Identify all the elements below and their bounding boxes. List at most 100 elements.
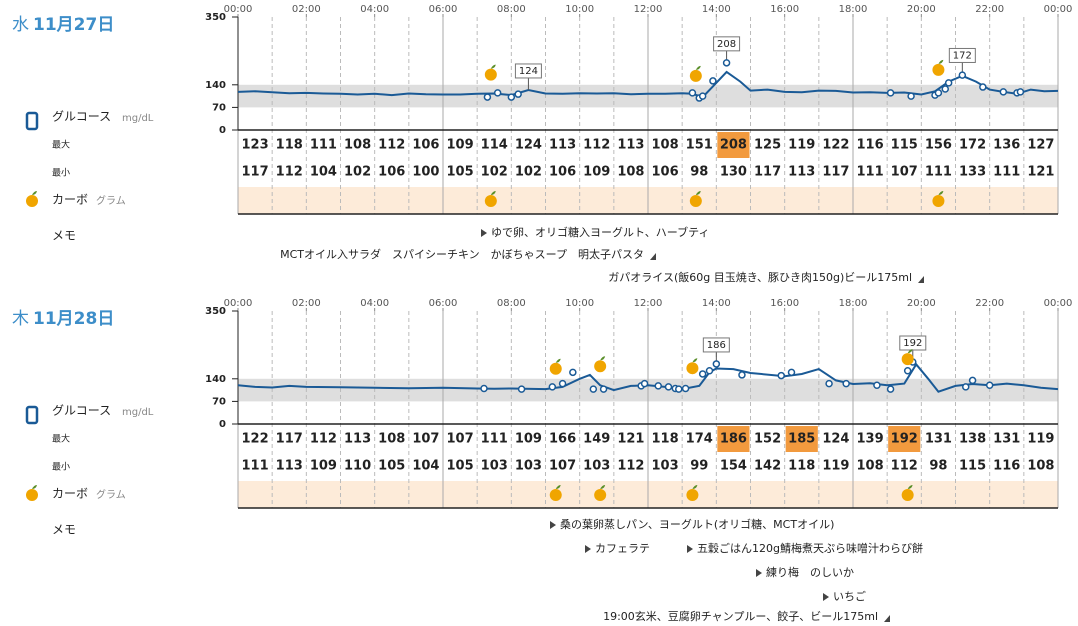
- table-cell: 108: [378, 432, 405, 447]
- scan-point: [705, 366, 714, 375]
- apple-body: [932, 63, 945, 76]
- scan-point: [1016, 88, 1025, 96]
- glucose-unit: mg/dL: [122, 113, 154, 124]
- carb-icon: [594, 485, 607, 501]
- table-cell: 122: [242, 432, 269, 447]
- scan-point: [654, 382, 662, 390]
- table-cell: 112: [583, 138, 610, 153]
- table-cell: 99: [690, 459, 708, 474]
- scan-point: [712, 360, 721, 368]
- scan-point: [698, 92, 707, 100]
- annotation-label: 172: [953, 50, 972, 61]
- scan-point: [777, 371, 785, 380]
- carbs-label: カーボ: [52, 487, 88, 501]
- table-cell: 106: [412, 138, 439, 153]
- table-cell: 185: [788, 432, 815, 447]
- scan-point: [599, 385, 608, 393]
- annotation-label: 124: [519, 66, 538, 77]
- apple-body: [686, 489, 699, 501]
- table-cell: 127: [1027, 138, 1054, 153]
- table-cell: 103: [583, 459, 610, 474]
- scan-point: [493, 89, 502, 97]
- table-cell: 130: [720, 165, 747, 180]
- table-cell: 105: [447, 165, 474, 180]
- scan-point: [985, 381, 994, 390]
- table-cell: 106: [378, 165, 405, 180]
- table-cell: 112: [276, 165, 303, 180]
- annotation-box: [514, 63, 542, 79]
- memo-arrow: [585, 545, 591, 553]
- memo-arrow: [481, 229, 487, 237]
- x-tick-label: 20:00: [907, 4, 936, 15]
- table-cell: 108: [617, 165, 644, 180]
- apple-body: [901, 489, 914, 501]
- carb-icon: [901, 485, 914, 501]
- apple-leaf: [695, 191, 701, 195]
- memo-label: メモ: [52, 523, 76, 537]
- scan-point: [873, 381, 881, 390]
- table-cell: 113: [344, 432, 371, 447]
- table-cell: 114: [481, 138, 508, 153]
- table-cell: 117: [754, 165, 781, 180]
- scan-point: [999, 88, 1008, 96]
- x-tick-label: 00:00: [224, 298, 253, 309]
- table-cell: 103: [652, 459, 679, 474]
- memo: 練り梅 のしいか: [766, 565, 854, 579]
- apple-body: [484, 68, 497, 81]
- scan-point: [886, 89, 895, 97]
- scan-point: [507, 93, 516, 101]
- memo: ゆで卵、オリゴ糖入ヨーグルト、ハーブティ: [491, 225, 709, 239]
- table-cell: 142: [754, 459, 781, 474]
- glucose-icon: [25, 111, 39, 131]
- x-tick-label: 04:00: [360, 4, 389, 15]
- table-cell: 121: [1027, 165, 1054, 180]
- table-cell: 105: [447, 459, 474, 474]
- table-cell: 112: [891, 459, 918, 474]
- memo-arrow: [823, 593, 829, 601]
- glucose-unit: mg/dL: [122, 407, 154, 418]
- carb-icon: [484, 64, 497, 81]
- apple-body: [689, 195, 702, 207]
- table-cell: 111: [925, 165, 952, 180]
- glucose-line: [237, 70, 1059, 99]
- scan-point: [907, 92, 915, 100]
- y-tick-label: 140: [205, 374, 226, 385]
- table-cell: 107: [549, 459, 576, 474]
- carb-icon: [686, 485, 699, 501]
- scan-point: [958, 71, 967, 79]
- table-cell: 108: [344, 138, 371, 153]
- high-cell: [717, 132, 750, 158]
- x-tick-label: 04:00: [360, 298, 389, 309]
- table-cell: 107: [447, 432, 474, 447]
- table-cell: 186: [720, 432, 747, 447]
- table-cell: 172: [959, 138, 986, 153]
- table-cell: 122: [822, 138, 849, 153]
- carbs-unit: グラム: [96, 488, 126, 501]
- x-tick-label: 10:00: [565, 4, 594, 15]
- x-tick-label: 00:00: [1044, 4, 1073, 15]
- annotation-box: [713, 36, 741, 52]
- x-tick-label: 12:00: [634, 4, 663, 15]
- table-cell: 100: [412, 165, 439, 180]
- table-cell: 117: [242, 165, 269, 180]
- table-cell: 112: [378, 138, 405, 153]
- table-cell: 116: [857, 138, 884, 153]
- x-tick-label: 06:00: [429, 4, 458, 15]
- table-cell: 112: [617, 459, 644, 474]
- table-cell: 133: [959, 165, 986, 180]
- table-cell: 106: [652, 165, 679, 180]
- max-label: 最大: [52, 139, 70, 151]
- table-cell: 174: [686, 432, 713, 447]
- carb-icon: [901, 349, 914, 366]
- apple-body: [26, 195, 38, 207]
- scan-point: [483, 93, 492, 101]
- y-tick-label: 140: [205, 80, 226, 91]
- memo-arrow: [884, 615, 890, 622]
- table-cell: 103: [515, 459, 542, 474]
- scan-point: [569, 368, 577, 377]
- apple-leaf: [695, 65, 701, 70]
- x-tick-label: 20:00: [907, 298, 936, 309]
- scan-point: [688, 89, 697, 97]
- scan-point: [640, 379, 649, 388]
